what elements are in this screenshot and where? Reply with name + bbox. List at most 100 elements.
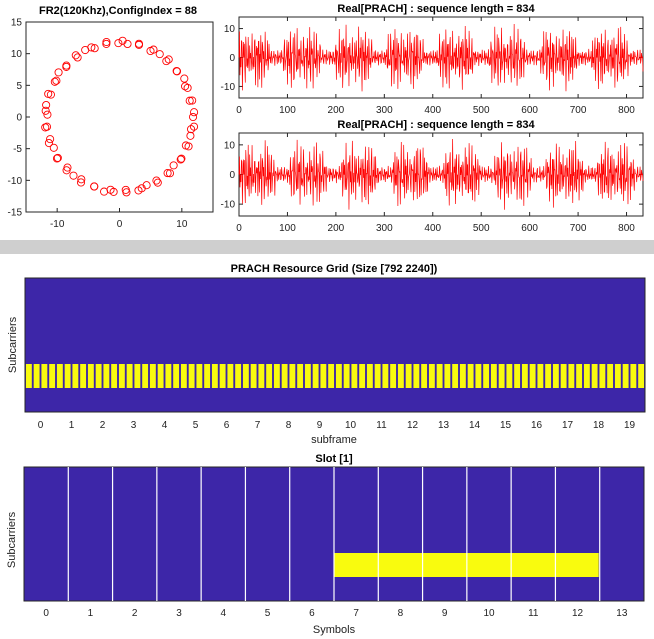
active-stripe bbox=[173, 364, 180, 388]
x-tick-label: 3 bbox=[176, 608, 182, 619]
constellation-y-ticks: 15 10 5 0 -5 -10 -15 bbox=[8, 18, 30, 219]
scatter-point bbox=[164, 55, 173, 64]
scatter-point bbox=[77, 175, 86, 184]
active-stripe bbox=[126, 364, 133, 388]
active-stripe bbox=[428, 364, 435, 388]
x-tick-label: 0 bbox=[43, 608, 49, 619]
scatter-point bbox=[44, 139, 53, 148]
scatter-point bbox=[152, 176, 161, 185]
scatter-point bbox=[146, 46, 155, 56]
x-tick-label: 200 bbox=[328, 105, 345, 116]
x-tick-label: 0 bbox=[236, 105, 242, 116]
y-tick-label: 10 bbox=[224, 140, 236, 151]
active-stripe bbox=[64, 364, 71, 388]
resource-grid-title: PRACH Resource Grid (Size [792 2240]) bbox=[231, 263, 438, 275]
active-stripe bbox=[614, 364, 621, 388]
x-tick-label: 15 bbox=[500, 420, 512, 431]
constellation-points bbox=[41, 36, 199, 197]
x-tick-label: 400 bbox=[424, 223, 441, 234]
scatter-point bbox=[71, 51, 80, 60]
y-tick-label: 15 bbox=[11, 18, 23, 29]
active-stripe bbox=[537, 364, 544, 388]
scatter-point bbox=[102, 37, 111, 47]
y-tick-label: -10 bbox=[8, 176, 23, 187]
active-stripe bbox=[397, 364, 404, 388]
scatter-point bbox=[52, 76, 61, 85]
active-stripe bbox=[72, 364, 79, 388]
scatter-point bbox=[121, 185, 130, 194]
x-tick-label: 7 bbox=[255, 420, 261, 431]
scatter-point bbox=[53, 153, 62, 162]
active-stripe bbox=[459, 364, 466, 388]
active-stripe bbox=[552, 364, 559, 388]
scatter-point bbox=[46, 90, 55, 99]
y-tick-label: 0 bbox=[229, 170, 235, 181]
scatter-point bbox=[118, 36, 127, 45]
y-tick-label: -10 bbox=[221, 82, 236, 93]
active-stripe bbox=[320, 364, 327, 388]
active-stripe bbox=[421, 364, 428, 388]
active-stripe bbox=[529, 364, 536, 388]
x-tick-label: 2 bbox=[132, 608, 138, 619]
x-tick-label: 100 bbox=[279, 223, 296, 234]
scatter-point bbox=[73, 53, 82, 62]
active-stripe bbox=[242, 364, 249, 388]
resource-grid-active-band bbox=[25, 364, 645, 388]
x-tick-label: 5 bbox=[193, 420, 199, 431]
active-stripe bbox=[304, 364, 311, 388]
scatter-point bbox=[42, 122, 52, 131]
active-stripe bbox=[436, 364, 443, 388]
active-stripe bbox=[498, 364, 505, 388]
constellation-axes bbox=[25, 21, 214, 213]
active-stripe bbox=[134, 364, 141, 388]
active-stripe bbox=[211, 364, 218, 388]
scatter-point bbox=[189, 112, 198, 122]
scatter-point bbox=[76, 178, 86, 187]
x-tick-label: 5 bbox=[265, 608, 271, 619]
x-tick-label: 10 bbox=[176, 219, 188, 230]
x-tick-label: 700 bbox=[570, 223, 587, 234]
x-tick-label: 8 bbox=[286, 420, 292, 431]
scatter-point bbox=[46, 135, 55, 144]
x-tick-label: 13 bbox=[616, 608, 628, 619]
scatter-point bbox=[177, 154, 186, 163]
active-stripe bbox=[56, 364, 63, 388]
slot-grid-ylabel: Subcarriers bbox=[6, 511, 18, 568]
waveform-bottom-panel: Real[PRACH] : sequence length = 834 100-… bbox=[221, 119, 644, 234]
scatter-point bbox=[90, 44, 99, 53]
x-tick-label: 500 bbox=[473, 223, 490, 234]
scatter-point bbox=[52, 154, 62, 163]
x-tick-label: 600 bbox=[521, 105, 538, 116]
slot-grid-xlabel: Symbols bbox=[313, 624, 356, 636]
active-stripe bbox=[351, 364, 358, 388]
scatter-point bbox=[142, 181, 151, 190]
active-stripe bbox=[514, 364, 521, 388]
active-stripe bbox=[258, 364, 265, 388]
x-tick-label: 6 bbox=[224, 420, 230, 431]
scatter-point bbox=[42, 100, 51, 110]
x-tick-label: 19 bbox=[624, 420, 636, 431]
x-tick-label: 16 bbox=[531, 420, 543, 431]
active-stripe bbox=[281, 364, 288, 388]
resource-grid-xlabel: subframe bbox=[311, 434, 357, 446]
waveform-top-x-ticks: 0 100 200 300 400 500 600 700 800 bbox=[236, 17, 635, 116]
waveform-top-title: Real[PRACH] : sequence length = 834 bbox=[337, 3, 535, 15]
scatter-point bbox=[190, 108, 199, 117]
scatter-point bbox=[169, 161, 178, 170]
active-stripe bbox=[312, 364, 319, 388]
x-tick-label: 800 bbox=[618, 223, 635, 234]
y-tick-label: 5 bbox=[16, 81, 22, 92]
x-tick-label: 300 bbox=[376, 223, 393, 234]
active-stripe bbox=[483, 364, 490, 388]
x-tick-label: 8 bbox=[398, 608, 404, 619]
y-tick-label: -10 bbox=[221, 200, 236, 211]
slot-grid-x-ticks: 0 1 2 3 4 5 6 7 8 9 10 11 12 13 bbox=[43, 608, 627, 619]
active-stripe bbox=[328, 364, 335, 388]
scatter-point bbox=[54, 68, 63, 77]
waveform-bottom-title: Real[PRACH] : sequence length = 834 bbox=[337, 119, 535, 131]
active-stripe bbox=[390, 364, 397, 388]
active-stripe bbox=[568, 364, 575, 388]
constellation-x-ticks: -10 0 10 bbox=[50, 208, 188, 230]
scatter-point bbox=[184, 142, 193, 151]
x-tick-label: 1 bbox=[88, 608, 94, 619]
